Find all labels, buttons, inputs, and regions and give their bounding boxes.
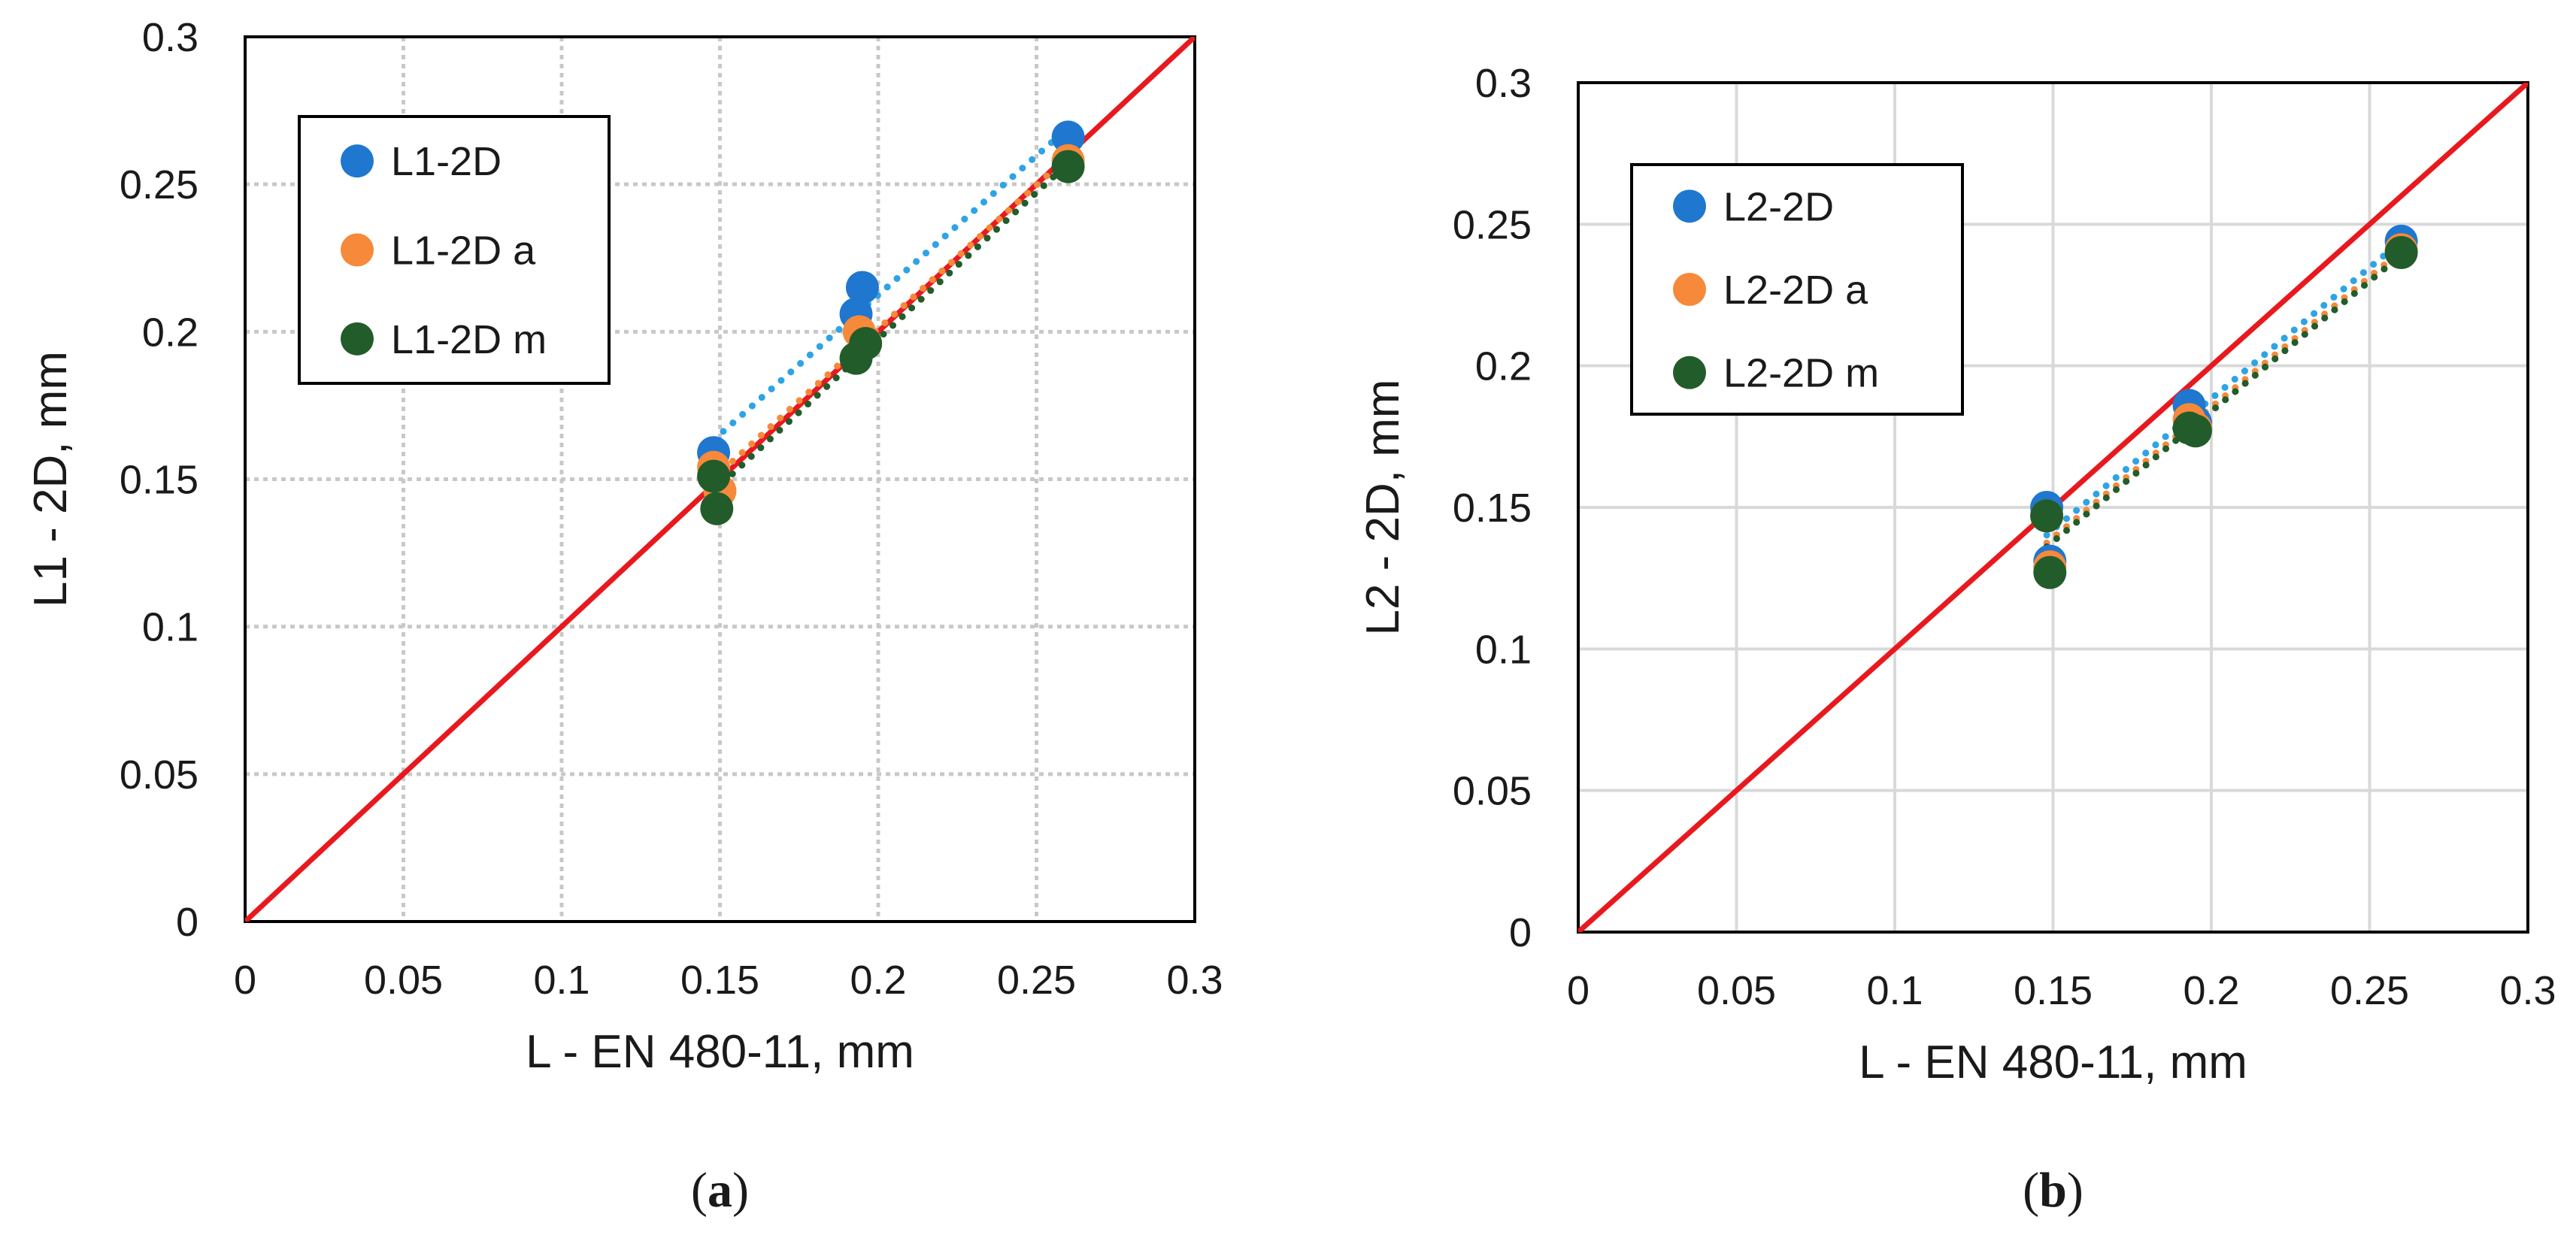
data-point <box>1051 150 1085 183</box>
x-tick-label: 0.15 <box>2014 968 2093 1013</box>
y-axis-title: L2 - 2D, mm <box>1357 379 1409 635</box>
x-tick-label: 0.3 <box>2499 968 2556 1013</box>
data-point <box>697 459 731 493</box>
x-tick-label: 0 <box>1567 968 1590 1013</box>
y-tick-label: 0.05 <box>120 752 199 798</box>
chart-b: 0 0.05 0.1 0.15 0.2 0.25 0.3 0 0.05 0.1 0.15 0.2 0.2… <box>1357 61 2556 1218</box>
legend-marker <box>341 233 374 267</box>
x-tick-label: 0.25 <box>2330 968 2409 1013</box>
y-tick-label: 0.1 <box>142 605 199 650</box>
data-point <box>2384 236 2418 269</box>
trendline <box>710 124 1072 443</box>
y-tick-label: 0.3 <box>142 15 199 60</box>
plot-border <box>1577 81 2529 934</box>
trendline <box>710 153 1072 483</box>
legend-marker <box>1673 189 1706 223</box>
data-point <box>849 327 883 361</box>
plot-layer <box>245 37 1195 922</box>
x-tick-label: 0.3 <box>1166 958 1223 1003</box>
trendline <box>2043 251 2405 550</box>
x-tick-label: 0 <box>234 958 256 1003</box>
x-tick-label: 0.2 <box>850 958 906 1003</box>
x-axis-title: L - EN 480-11, mm <box>526 1026 914 1078</box>
plot-layer <box>1578 83 2528 932</box>
y-tick-label: 0.3 <box>1475 61 1532 106</box>
x-tick-label: 0.05 <box>1697 968 1776 1013</box>
legend-marker <box>341 322 374 356</box>
caption: (b) <box>2023 1163 2084 1218</box>
legend-marker <box>1673 273 1706 306</box>
y-tick-label: 0.15 <box>120 458 199 503</box>
x-tick-label: 0.1 <box>533 958 589 1003</box>
y-tick-label: 0 <box>176 900 199 945</box>
data-point <box>2030 499 2064 533</box>
x-tick-label: 0.15 <box>680 958 759 1003</box>
data-point <box>2178 414 2212 448</box>
legend-label: L1-2D <box>391 139 502 184</box>
x-tick-label: 0.05 <box>364 958 443 1003</box>
y-tick-label: 0 <box>1509 910 1532 955</box>
y-tick-label: 0.25 <box>120 162 199 207</box>
legend-label: L1-2D m <box>391 317 547 362</box>
y-tick-label: 0.05 <box>1453 769 1532 814</box>
plot-border <box>244 35 1196 923</box>
legend-label: L1-2D a <box>391 229 536 274</box>
chart-a: 0 0.05 0.1 0.15 0.2 0.25 0.3 0 0.05 0.1 0.15 0.2 0.2… <box>25 15 1223 1218</box>
y-axis-title: L1 - 2D, mm <box>25 351 77 607</box>
y-tick-label: 0.1 <box>1475 627 1532 672</box>
x-tick-label: 0.25 <box>997 958 1076 1003</box>
x-axis-title: L - EN 480-11, mm <box>1859 1037 2247 1088</box>
data-point <box>1051 120 1085 154</box>
data-point <box>845 271 879 304</box>
y-tick-label: 0.2 <box>142 310 199 355</box>
data-point <box>2033 555 2067 589</box>
y-tick-label: 0.2 <box>1475 344 1532 389</box>
y-tick-label: 0.25 <box>1453 202 1532 247</box>
data-point <box>700 492 734 525</box>
legend-marker <box>1673 356 1706 389</box>
trendline <box>710 159 1072 495</box>
legend-label: L2-2D m <box>1723 351 1879 396</box>
caption: (a) <box>691 1163 749 1218</box>
x-tick-label: 0.2 <box>2183 968 2239 1013</box>
legend-label: L2-2D a <box>1723 268 1868 313</box>
trendline <box>2043 238 2405 539</box>
legend-marker <box>341 144 374 178</box>
y-tick-label: 0.15 <box>1453 486 1532 531</box>
x-tick-label: 0.1 <box>1866 968 1923 1013</box>
legend-label: L2-2D <box>1723 184 1834 229</box>
